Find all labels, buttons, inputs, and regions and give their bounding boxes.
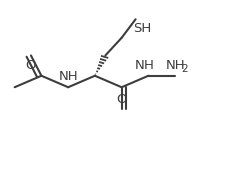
Text: 2: 2 [182, 64, 188, 74]
Text: O: O [26, 59, 36, 72]
Text: SH: SH [133, 22, 152, 35]
Text: NH: NH [165, 59, 185, 72]
Text: NH: NH [58, 70, 78, 83]
Text: O: O [116, 93, 127, 106]
Text: N: N [135, 59, 144, 72]
Text: H: H [143, 59, 153, 72]
